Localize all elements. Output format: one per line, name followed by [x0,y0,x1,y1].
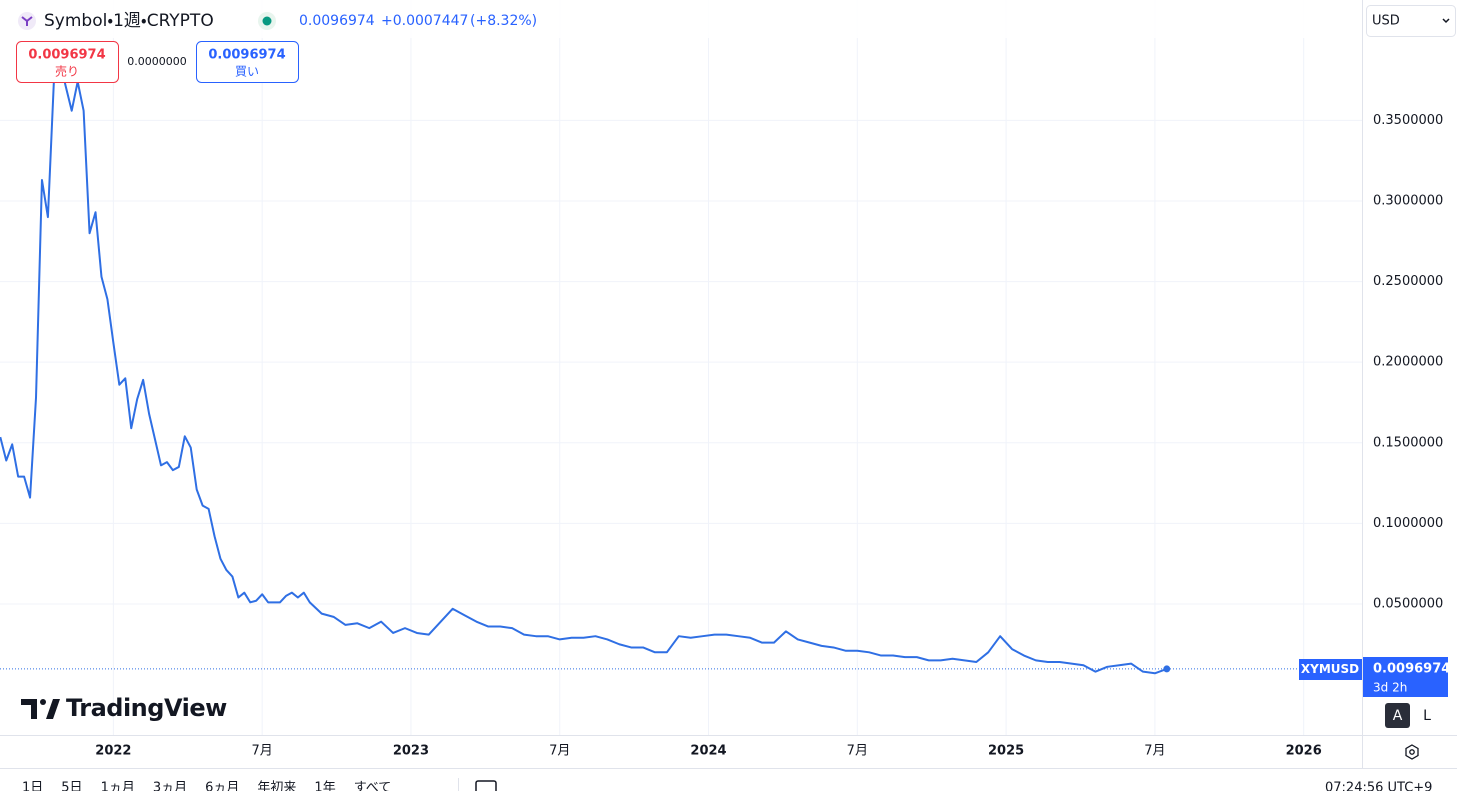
sell-price: 0.0096974 [28,48,105,63]
range-button[interactable]: 1年 [314,781,335,791]
plot [0,59,1362,675]
y-tick-label: 0.2000000 [1373,355,1443,370]
settings-icon-center [1409,749,1415,755]
range-button[interactable]: 5日 [61,781,82,791]
currency-label: USD [1372,14,1400,29]
header-bg [0,0,1362,38]
ticker-label: XYMUSD [1301,662,1359,676]
log-scale-label[interactable]: L [1423,708,1431,724]
x-tick-label: 2023 [393,744,429,759]
buy-button[interactable] [196,41,299,83]
range-button[interactable]: 年初来 [257,780,296,791]
spread: 0.0000000 [127,55,187,68]
header-price: 0.0096974 [299,13,375,29]
countdown: 3d 2h [1373,681,1407,695]
symbol-icon-glyph [21,16,33,26]
header-change: +0.0007447 [381,13,468,29]
x-tick-label: 2022 [95,744,131,759]
range-button[interactable]: 1日 [22,781,43,791]
auto-scale-button[interactable] [1385,703,1410,728]
x-tick-label: 7月 [252,744,273,759]
last-price-bg [1363,657,1448,697]
x-tick-label: 2025 [988,744,1024,759]
sell-label: 売り [55,64,79,79]
x-tick-label: 7月 [1144,744,1165,759]
auto-scale-label: A [1393,708,1403,724]
market-status[interactable] [262,16,272,26]
price-line [0,59,1168,675]
range-button[interactable]: すべて [354,781,392,791]
settings-icon[interactable] [1405,744,1419,760]
axes: 0.0500000 0.1000000 0.1500000 0.2000000 0.25… [95,113,1443,759]
logo-dot [40,699,46,705]
y-tick-label: 0.0500000 [1373,596,1443,611]
y-tick-label: 0.1500000 [1373,435,1443,450]
x-tick-label: 7月 [847,744,868,759]
dropdown-arrow [1442,18,1450,24]
symbol-title[interactable]: Symbol・1週・CRYPTO [44,11,214,31]
ticker-label-bg [1299,659,1362,680]
range-bar: 1日 5日 1ヵ月 3ヵ月 6ヵ月 年初来 1年 すべて [22,780,391,791]
header-change-pct: (+8.32%) [470,13,537,29]
date-range-icon[interactable] [475,780,497,791]
clock: 07:24:56 UTC+9 [1325,781,1432,791]
last-price-dot [1163,665,1171,673]
logo-text[interactable]: TradingView [66,694,228,722]
sell-button[interactable] [16,41,119,83]
currency-select[interactable] [1366,5,1456,37]
buy-label: 買い [235,65,259,79]
buy-price: 0.0096974 [208,48,285,63]
range-button[interactable]: 3ヵ月 [153,781,187,791]
range-button[interactable]: 1ヵ月 [101,781,135,791]
range-button[interactable]: 6ヵ月 [205,781,239,791]
y-tick-label: 0.3000000 [1373,193,1443,208]
grid [0,0,1362,735]
y-tick-label: 0.3500000 [1373,113,1443,128]
logo-mark [21,699,60,719]
x-tick-label: 2026 [1286,744,1322,759]
last-price-label: 0.0096974 [1373,662,1450,677]
x-tick-label: 7月 [549,744,570,759]
x-tick-label: 2024 [690,744,726,759]
y-tick-label: 0.2500000 [1373,274,1443,289]
y-tick-label: 0.1000000 [1373,516,1443,531]
